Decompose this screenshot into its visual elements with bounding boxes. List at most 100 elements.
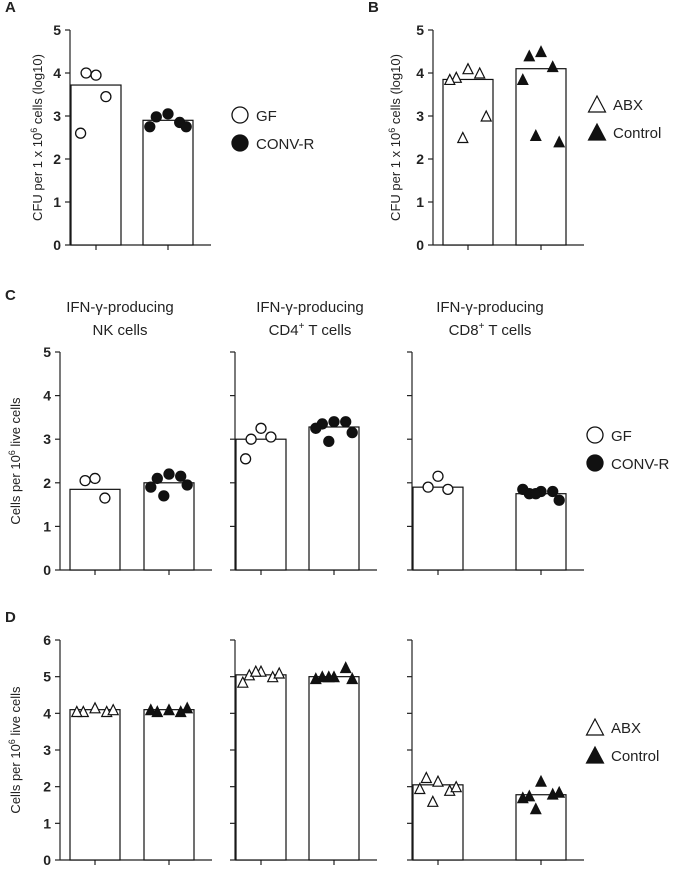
panel-3-point xyxy=(175,470,187,482)
panel-2-point xyxy=(516,73,529,86)
panel-6-point xyxy=(70,705,83,718)
panel-5-title-line1: IFN-γ-producing xyxy=(436,299,544,316)
panel-7-point xyxy=(309,672,322,685)
panel-3-letter: C xyxy=(5,287,16,304)
panel-3-y-tick-label: 1 xyxy=(43,518,51,534)
panel-1-point xyxy=(150,111,162,123)
panel-5-bar-conv-r xyxy=(515,493,567,571)
panel-2-point xyxy=(529,129,542,141)
panel-6-point xyxy=(181,701,194,714)
panel-6-point xyxy=(107,703,120,716)
panel-8-point xyxy=(535,774,547,787)
panel-1-legend-label: GF xyxy=(256,108,277,125)
panel-5-point xyxy=(553,494,565,506)
panel-4-point xyxy=(328,416,340,428)
panel-8-point xyxy=(553,785,566,798)
panel-2-y-tick-label: 4 xyxy=(416,65,424,81)
panel-6-y-tick-label: 3 xyxy=(43,742,51,758)
panel-6-y-tick-label: 5 xyxy=(43,669,51,685)
panel-5-legend-marker xyxy=(586,426,604,444)
panel-8-point xyxy=(420,771,433,784)
panel-2-legend-marker xyxy=(587,122,607,141)
panel-4-bar-conv-r xyxy=(308,426,360,571)
panel-7-bar-abx xyxy=(235,674,287,861)
panel-8-bar-abx xyxy=(412,784,464,861)
panel-4-title-line1: IFN-γ-producing xyxy=(256,299,364,316)
panel-3-point xyxy=(79,474,91,487)
panel-8-point xyxy=(516,791,529,804)
panel-6-y-tick-label: 1 xyxy=(43,815,51,831)
panel-2-point xyxy=(480,109,493,122)
panel-8-legend-marker xyxy=(585,745,605,764)
panel-5-point xyxy=(442,483,454,495)
panel-1-y-tick-label: 1 xyxy=(53,194,61,210)
panel-3-y-tick-label: 2 xyxy=(43,475,51,491)
panel-1-y-tick-label: 0 xyxy=(53,237,61,253)
panel-7-point xyxy=(322,670,335,683)
panel-3-bar-gf xyxy=(69,488,121,571)
panel-7-point xyxy=(249,664,262,677)
panel-2-letter: B xyxy=(368,0,379,16)
panel-7-point xyxy=(273,666,286,679)
panel-5-bar-gf xyxy=(412,486,464,571)
panel-6-y-tick-label: 0 xyxy=(43,852,51,868)
panel-1-y-tick-label: 2 xyxy=(53,151,61,167)
panel-6-point xyxy=(144,703,157,716)
panel-2-legend-label: Control xyxy=(613,125,661,142)
panel-2-point xyxy=(443,73,456,86)
panel-2-point xyxy=(546,60,559,73)
panel-3-point xyxy=(163,468,175,480)
panel-2-bar-control xyxy=(515,68,567,246)
panel-1-y-label: CFU per 1 x 106 cells (log10) xyxy=(29,54,45,221)
panel-3-y-tick-label: 3 xyxy=(43,431,51,447)
panel-2-point xyxy=(535,45,547,58)
panel-5-legend-label: CONV-R xyxy=(611,456,670,473)
panel-1-letter: A xyxy=(5,0,16,16)
panel-6-point xyxy=(163,703,175,716)
panel-6-y-tick-label: 2 xyxy=(43,779,51,795)
panel-6-letter: D xyxy=(5,609,16,626)
panel-5-point xyxy=(432,470,444,482)
panel-8-point xyxy=(529,802,542,815)
panel-8-point xyxy=(426,794,439,807)
panel-2-y-tick-label: 0 xyxy=(416,237,424,253)
panel-4-point xyxy=(265,431,277,443)
panel-2-point xyxy=(553,135,566,148)
panel-1-point xyxy=(162,108,174,120)
panel-2-legend-label: ABX xyxy=(613,97,643,114)
panel-1-point xyxy=(90,69,102,81)
panel-3-title-line2: NK cells xyxy=(92,322,147,339)
panel-3-point xyxy=(145,481,157,493)
panel-6-y-tick-label: 6 xyxy=(43,632,51,648)
panel-6-bar-control xyxy=(143,709,195,861)
panel-1-point xyxy=(180,121,192,133)
panel-7-point xyxy=(346,672,359,685)
panel-2-point xyxy=(450,70,463,83)
panel-8-legend-label: Control xyxy=(611,748,659,765)
panel-2-point xyxy=(456,131,469,144)
panel-5-point xyxy=(530,488,542,500)
panel-8-point xyxy=(450,780,463,793)
panel-1-legend-marker xyxy=(231,134,249,152)
panel-6-bar-abx xyxy=(69,709,121,861)
panel-1-y-tick-label: 4 xyxy=(53,65,61,81)
panel-3-point xyxy=(158,490,170,502)
panel-4-title-line2: CD4+ T cells xyxy=(269,321,352,339)
panel-4-point xyxy=(346,427,358,439)
panel-5-point xyxy=(422,481,434,493)
panel-2-legend-marker xyxy=(587,94,607,113)
panel-8-legend-marker xyxy=(585,717,605,736)
panel-3-point xyxy=(181,479,193,491)
panel-2-point xyxy=(462,62,474,75)
panel-1-bar-gf xyxy=(70,84,122,246)
panel-1-legend-marker xyxy=(231,106,249,124)
panel-4-point xyxy=(255,422,267,434)
panel-1-point xyxy=(80,67,92,79)
panel-4-point xyxy=(245,433,257,445)
panel-2-y-tick-label: 3 xyxy=(416,108,424,124)
panel-3-point xyxy=(89,472,101,485)
panel-8-point xyxy=(523,789,536,802)
panel-2-bar-abx xyxy=(442,78,494,246)
panel-6-y-label: Cells per 106 live cells xyxy=(7,686,23,814)
